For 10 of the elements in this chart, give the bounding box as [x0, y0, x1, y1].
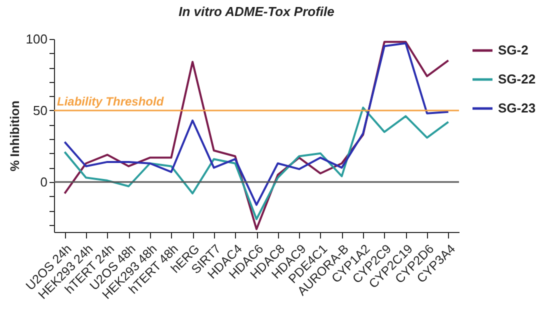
legend-label: SG-2 — [498, 42, 528, 58]
ref-line-label: Liability Threshold — [57, 94, 164, 108]
y-axis-title: % Inhibition — [8, 100, 22, 172]
line-series — [64, 106, 450, 220]
y-tick-label: 0 — [40, 174, 48, 190]
legend-label: SG-22 — [498, 72, 536, 86]
chart-title: In vitro ADME-Tox Profile — [178, 4, 334, 19]
y-tick-label: 100 — [26, 32, 48, 46]
legend-label: SG-23 — [498, 100, 536, 116]
y-tick-label: 50 — [33, 102, 48, 118]
